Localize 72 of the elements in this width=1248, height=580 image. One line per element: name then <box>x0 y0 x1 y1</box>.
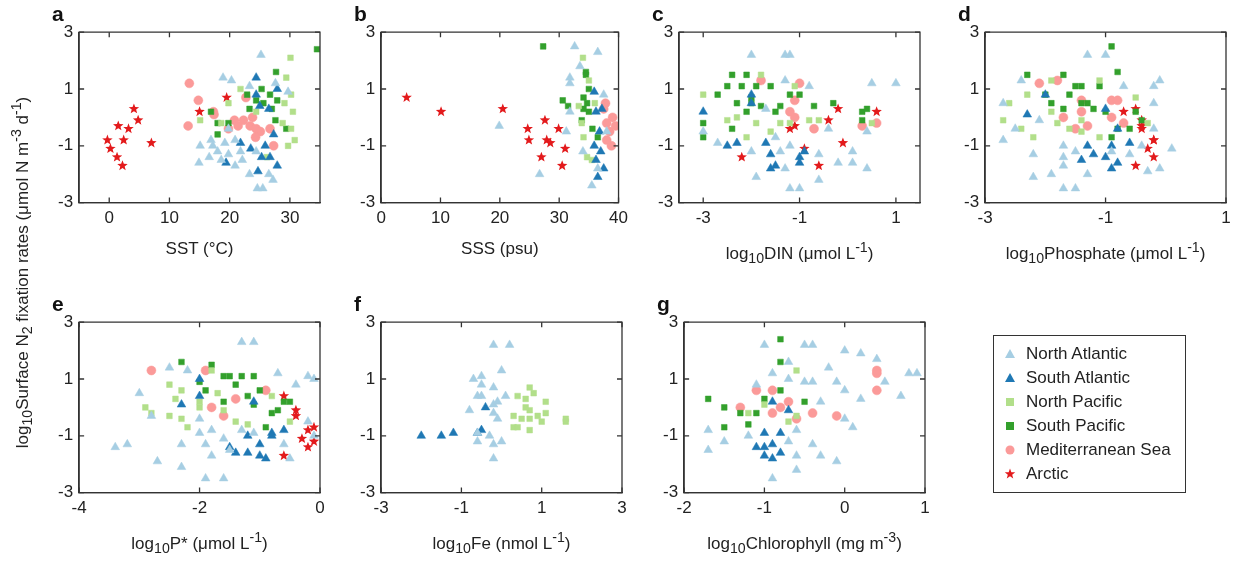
y-tick-label: -3 <box>657 192 674 212</box>
y-tick-label: -1 <box>359 135 376 155</box>
chart-title: b <box>354 2 367 26</box>
x-tick-label: 1 <box>536 498 547 518</box>
legend-label: Mediterranean Sea <box>1026 440 1171 460</box>
x-tick-label: 30 <box>280 208 300 228</box>
x-tick-label: -4 <box>71 498 87 518</box>
x-tick-label: -2 <box>676 498 692 518</box>
x-tick-label: 0 <box>315 498 325 518</box>
chart-title: e <box>52 292 64 316</box>
x-tick-label: 0 <box>104 208 114 228</box>
chart-title: f <box>354 292 362 316</box>
y-tick-label: 3 <box>365 311 376 331</box>
x-tick-label: 1 <box>920 498 930 518</box>
x-tick-label: 40 <box>609 208 629 228</box>
y-tick-label: 1 <box>63 368 74 388</box>
x-tick-label: 30 <box>549 208 569 228</box>
x-tick-label: 0 <box>839 498 850 518</box>
y-tick-label: -3 <box>57 482 74 502</box>
legend-label: North Atlantic <box>1026 344 1128 364</box>
chart-title: a <box>52 2 64 26</box>
y-tick-label: 1 <box>663 78 674 98</box>
y-tick-label: 3 <box>969 21 980 41</box>
legend-label: Arctic <box>1026 464 1069 484</box>
x-tick-label: 10 <box>431 208 450 228</box>
x-axis-title: log$_{10}$Phosphate (μmol L$^{-1}$) <box>1004 239 1207 267</box>
legend-label: South Pacific <box>1026 416 1126 436</box>
x-tick-label: -2 <box>192 498 208 518</box>
chart-title: d <box>958 2 971 26</box>
x-tick-label: 1 <box>1221 208 1231 228</box>
y-tick-label: 3 <box>668 311 679 331</box>
y-tick-label: -1 <box>57 135 74 155</box>
x-axis-title: SSS (psu) <box>460 239 540 259</box>
y-tick-label: 1 <box>365 78 376 98</box>
x-tick-label: 0 <box>376 208 386 228</box>
x-tick-label: -1 <box>453 498 469 518</box>
y-tick-label: -1 <box>359 425 376 445</box>
y-tick-label: 1 <box>969 78 980 98</box>
x-axis-title: SST (°C) <box>164 239 235 259</box>
y-tick-label: 3 <box>663 21 674 41</box>
chart-title: c <box>652 2 664 26</box>
x-axis-title: log$_{10}$Fe (nmol L$^{-1}$) <box>431 529 572 557</box>
x-tick-label: -3 <box>695 208 711 228</box>
y-tick-label: 1 <box>63 78 74 98</box>
x-tick-label: -1 <box>792 208 808 228</box>
y-tick-label: -1 <box>657 135 674 155</box>
x-axis-title: log$_{10}$Chlorophyll (mg m$^{-3}$) <box>706 529 903 557</box>
y-tick-label: -1 <box>963 135 980 155</box>
x-tick-label: 3 <box>617 498 627 518</box>
y-tick-label: -3 <box>57 192 74 212</box>
x-tick-label: 20 <box>220 208 240 228</box>
y-tick-label: 1 <box>668 368 679 388</box>
y-tick-label: 3 <box>63 21 74 41</box>
y-tick-label: -3 <box>359 192 376 212</box>
y-tick-label: -3 <box>359 482 376 502</box>
x-tick-label: 1 <box>891 208 901 228</box>
x-tick-label: 10 <box>159 208 179 228</box>
legend-label: South Atlantic <box>1026 368 1130 388</box>
y-tick-label: 3 <box>63 311 74 331</box>
chart-title: g <box>657 292 670 316</box>
y-tick-label: -1 <box>57 425 74 445</box>
legend-label: North Pacific <box>1026 392 1123 412</box>
x-tick-label: -1 <box>1098 208 1114 228</box>
y-tick-label: -3 <box>662 482 679 502</box>
y-tick-label: -3 <box>963 192 980 212</box>
y-tick-label: 1 <box>365 368 376 388</box>
x-axis-title: log$_{10}$DIN (μmol L$^{-1}$) <box>724 239 875 267</box>
x-axis-title: log$_{10}$P* (μmol L$^{-1}$) <box>130 529 269 557</box>
y-tick-label: -1 <box>662 425 679 445</box>
x-tick-label: 20 <box>490 208 510 228</box>
x-tick-label: -1 <box>756 498 772 518</box>
y-tick-label: 3 <box>365 21 376 41</box>
